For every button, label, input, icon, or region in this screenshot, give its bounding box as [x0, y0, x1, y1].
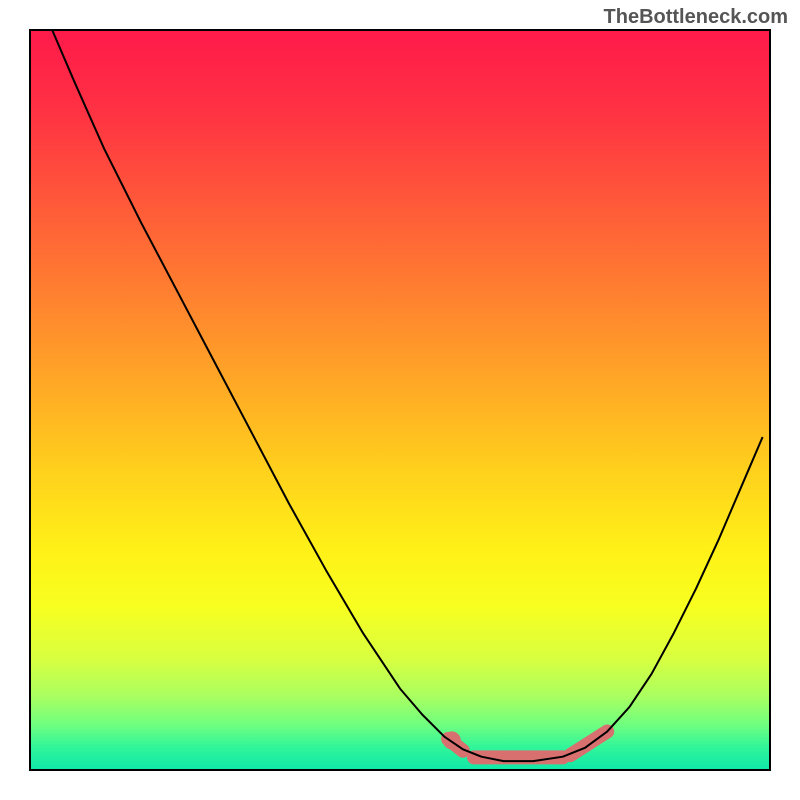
watermark-text: TheBottleneck.com	[604, 6, 788, 29]
chart-svg	[0, 0, 800, 800]
bottleneck-chart: TheBottleneck.com	[0, 0, 800, 800]
